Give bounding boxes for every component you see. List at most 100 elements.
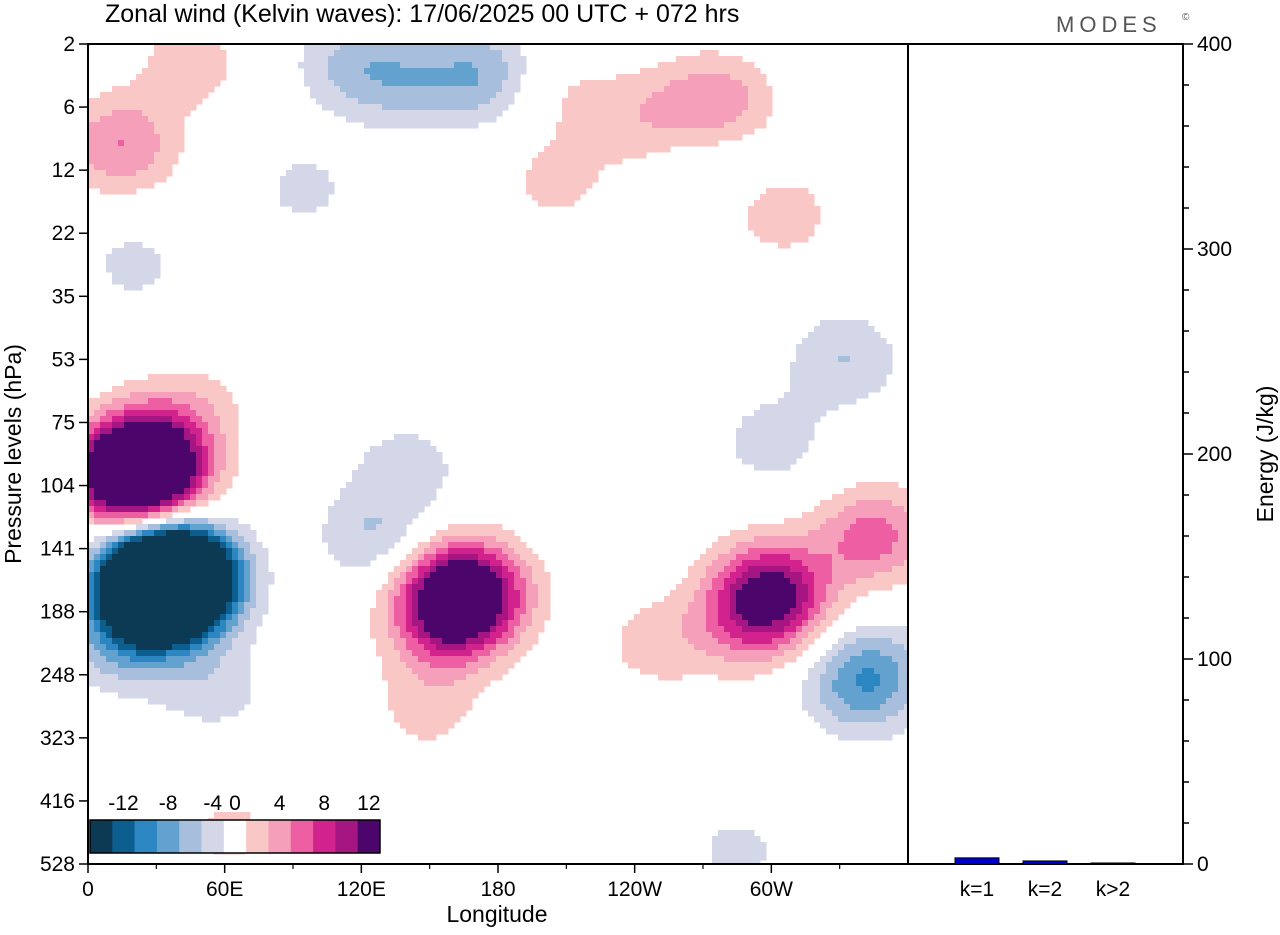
heatmap-cell [226,476,233,483]
heatmap-cell [724,92,731,99]
heatmap-cell [364,68,371,75]
heatmap-cell [352,494,359,501]
heatmap-cell [856,656,863,663]
heatmap-cell [166,380,173,387]
heatmap-cell [106,488,113,495]
heatmap-cell [736,584,743,591]
heatmap-cell [520,608,527,615]
heatmap-cell [820,350,827,357]
heatmap-cell [730,68,737,75]
heatmap-cell [520,542,527,549]
heatmap-cell [208,518,215,525]
heatmap-cell [376,650,383,657]
heatmap-cell [562,128,569,135]
heatmap-cell [832,356,839,363]
heatmap-cell [250,542,257,549]
heatmap-cell [112,578,119,585]
heatmap-cell [874,542,881,549]
heatmap-cell [388,524,395,531]
heatmap-cell [640,134,647,141]
heatmap-cell [778,200,785,207]
heatmap-cell [148,578,155,585]
heatmap-cell [166,140,173,147]
heatmap-cell [760,632,767,639]
heatmap-cell [160,488,167,495]
heatmap-cell [484,536,491,543]
heatmap-cell [484,596,491,603]
heatmap-cell [718,80,725,87]
heatmap-cell [760,410,767,417]
heatmap-cell [136,380,143,387]
heatmap-cell [148,152,155,159]
heatmap-cell [178,632,185,639]
heatmap-cell [178,590,185,597]
heatmap-cell [214,578,221,585]
heatmap-cell [586,170,593,177]
heatmap-cell [220,542,227,549]
heatmap-cell [520,626,527,633]
heatmap-cell [598,128,605,135]
heatmap-cell [730,98,737,105]
heatmap-cell [706,98,713,105]
heatmap-cell [754,452,761,459]
heatmap-cell [112,128,119,135]
heatmap-cell [760,464,767,471]
heatmap-cell [346,50,353,57]
heatmap-cell [142,494,149,501]
heatmap-cell [850,542,857,549]
heatmap-cell [322,98,329,105]
heatmap-cell [124,110,131,117]
heatmap-cell [640,86,647,93]
heatmap-cell [424,458,431,465]
heatmap-cell [700,128,707,135]
heatmap-cell [892,578,899,585]
heatmap-cell [718,128,725,135]
heatmap-cell [292,200,299,207]
heatmap-cell [496,572,503,579]
heatmap-cell [196,80,203,87]
heatmap-cell [172,620,179,627]
heatmap-cell [178,560,185,567]
heatmap-cell [760,416,767,423]
heatmap-cell [430,536,437,543]
heatmap-cell [880,374,887,381]
heatmap-cell [106,410,113,417]
heatmap-cell [862,530,869,537]
heatmap-cell [226,470,233,477]
heatmap-cell [784,536,791,543]
heatmap-cell [244,566,251,573]
heatmap-cell [352,50,359,57]
heatmap-cell [178,584,185,591]
heatmap-cell [178,524,185,531]
heatmap-cell [226,404,233,411]
heatmap-cell [772,554,779,561]
heatmap-cell [454,536,461,543]
heatmap-cell [310,68,317,75]
heatmap-cell [646,620,653,627]
heatmap-cell [250,596,257,603]
heatmap-cell [196,422,203,429]
heatmap-cell [880,362,887,369]
heatmap-cell [754,116,761,123]
heatmap-cell [898,530,905,537]
heatmap-cell [466,596,473,603]
heatmap-cell [190,482,197,489]
heatmap-cell [100,152,107,159]
heatmap-cell [202,68,209,75]
heatmap-cell [742,590,749,597]
heatmap-cell [184,494,191,501]
heatmap-cell [838,596,845,603]
heatmap-cell [820,368,827,375]
heatmap-cell [106,542,113,549]
heatmap-cell [592,128,599,135]
heatmap-cell [166,578,173,585]
heatmap-cell [388,512,395,519]
heatmap-cell [328,86,335,93]
heatmap-cell [406,560,413,567]
heatmap-cell [196,632,203,639]
heatmap-cell [250,632,257,639]
heatmap-cell [352,536,359,543]
heatmap-cell [112,488,119,495]
heatmap-cell [382,74,389,81]
heatmap-cell [154,656,161,663]
